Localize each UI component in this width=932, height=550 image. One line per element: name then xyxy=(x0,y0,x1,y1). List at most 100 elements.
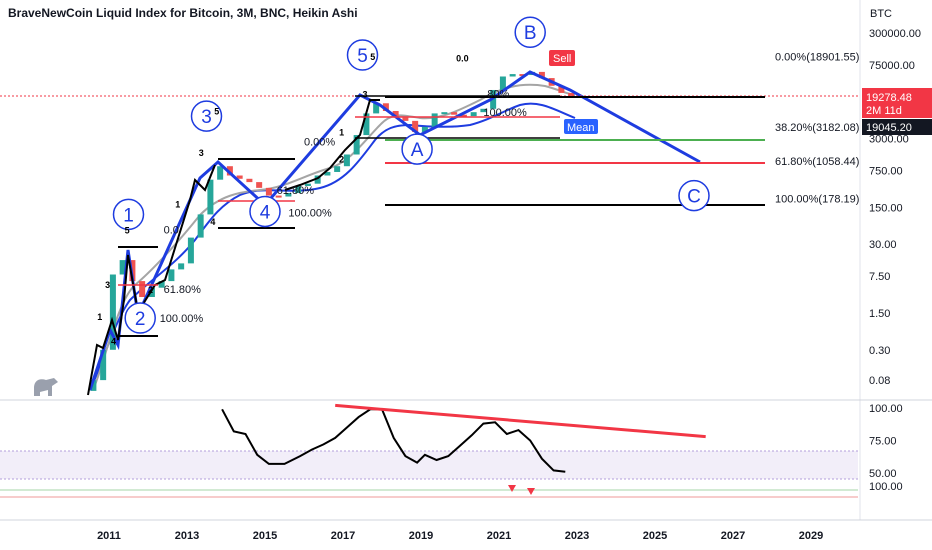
wave-label: 1 xyxy=(112,198,145,231)
wave-label-text: C xyxy=(687,187,701,208)
oscillator-band xyxy=(0,451,858,479)
time-tick-label: 2023 xyxy=(565,530,589,542)
sell-label: Sell xyxy=(553,53,571,65)
sell-arrow-icon xyxy=(508,485,516,492)
local-fib-label: 100.00% xyxy=(288,208,332,220)
last-price-badge: 19278.48 2M 11d xyxy=(862,88,932,118)
oscillator-tick-label: 75.00 xyxy=(869,436,897,448)
mean-badge xyxy=(564,119,598,134)
candle xyxy=(139,281,146,297)
candle xyxy=(285,192,292,197)
time-tick-label: 2027 xyxy=(721,530,745,542)
time-tick-label: 2011 xyxy=(97,530,121,542)
subwave-label: 2 xyxy=(148,285,153,295)
candle xyxy=(178,263,185,270)
subwave-label: 4 xyxy=(210,217,215,227)
candle xyxy=(187,237,194,264)
candle xyxy=(343,154,350,167)
candle xyxy=(207,179,214,215)
candle xyxy=(568,92,575,96)
wave-label: 3 xyxy=(190,100,223,132)
candle xyxy=(197,214,204,238)
price-tick-label: 150.00 xyxy=(869,202,903,214)
candle xyxy=(314,175,321,184)
candle xyxy=(392,110,399,118)
candle xyxy=(109,274,116,350)
candle xyxy=(148,287,155,297)
wave-label: 5 xyxy=(346,39,379,71)
time-tick-label: 2017 xyxy=(331,530,355,542)
subwave-label: 5 xyxy=(125,225,130,235)
price-tick-label: 7.50 xyxy=(869,271,890,283)
price-axis-unit: BTC xyxy=(870,8,892,20)
last-price-badge-bg xyxy=(862,88,932,118)
candle xyxy=(499,76,506,90)
price-tick-label: 3000.00 xyxy=(869,134,909,146)
mean-signal[interactable]: Mean xyxy=(564,119,598,134)
oscillator-trendline xyxy=(335,403,706,439)
candle xyxy=(236,175,243,179)
subwave-label: 1 xyxy=(339,128,344,138)
wave-label-circle xyxy=(401,133,433,165)
subwave-label: 3 xyxy=(363,90,368,100)
candle xyxy=(246,178,253,183)
subwave-label: 3 xyxy=(105,280,110,290)
candle xyxy=(334,166,341,172)
subwave-label: 3 xyxy=(199,148,204,158)
wave-label: 2 xyxy=(124,302,156,334)
wave-labels-group: 1 2 3 4 5 A B C xyxy=(112,16,710,334)
price-tick-label: 750.00 xyxy=(869,165,903,177)
candle xyxy=(304,183,311,186)
time-axis: 2011 2013 2015 2017 2019 2021 2023 2025 2027 2029 xyxy=(97,530,823,542)
wave-label-text: 4 xyxy=(260,202,271,223)
wave-label-text: B xyxy=(524,23,537,44)
mean-band-line xyxy=(89,102,576,391)
subwave-label: 1 xyxy=(97,312,102,322)
fib-level-label: 38.20%(3182.08) xyxy=(775,122,859,134)
candle xyxy=(402,117,409,121)
price-tick-label: 75000.00 xyxy=(869,60,915,72)
countdown-value: 2M 11d xyxy=(866,105,902,117)
time-tick-label: 2025 xyxy=(643,530,667,542)
oscillator-line xyxy=(221,408,566,473)
sell-signal[interactable]: Sell xyxy=(549,50,575,66)
wave-label-circle xyxy=(124,302,156,334)
wave-label-text: 2 xyxy=(135,309,146,330)
candle xyxy=(519,74,526,77)
wave-label-text: 5 xyxy=(357,46,368,67)
candle xyxy=(460,114,467,117)
wave-label-circle xyxy=(112,198,145,231)
fib-level-label: 0.00%(18901.55) xyxy=(775,52,859,64)
sell-badge xyxy=(549,50,575,66)
fib-level-label: 61.80%(1058.44) xyxy=(775,156,859,168)
candle xyxy=(470,112,477,117)
fib-level-label: 100.00%(178.19) xyxy=(775,193,859,205)
candle xyxy=(363,113,370,136)
local-fib-label: 0.0 xyxy=(164,224,179,236)
candle xyxy=(382,103,389,111)
local-fib-label: 61.80% xyxy=(277,185,315,197)
price-tick-label: 30.00 xyxy=(869,239,897,251)
oscillator-tick-label: 50.00 xyxy=(869,468,897,480)
candle xyxy=(412,120,419,133)
last-price-value: 19278.48 xyxy=(866,92,912,104)
wave-label-circle xyxy=(678,179,710,212)
time-tick-label: 2021 xyxy=(487,530,511,542)
wave-label-text: 3 xyxy=(201,107,212,128)
subwave-label: 5 xyxy=(214,107,219,117)
time-tick-label: 2015 xyxy=(253,530,277,542)
candle xyxy=(421,126,428,133)
local-fib-label: 80% xyxy=(487,89,509,101)
price-tick-label: 300000.00 xyxy=(869,28,921,40)
fib-labels-group: 0.00%(18901.55) 38.20%(3182.08) 61.80%(105… xyxy=(160,52,860,326)
local-fib-label: 100.00% xyxy=(160,313,204,325)
candle xyxy=(324,171,331,176)
candle xyxy=(538,71,545,79)
subwave-label: 0.0 xyxy=(456,54,469,64)
oscillator-tick-label: 100.00 xyxy=(869,403,903,415)
level-price-badge: 19045.20 xyxy=(862,119,932,135)
candle xyxy=(353,135,360,155)
candle xyxy=(158,281,165,288)
candle xyxy=(256,182,263,188)
